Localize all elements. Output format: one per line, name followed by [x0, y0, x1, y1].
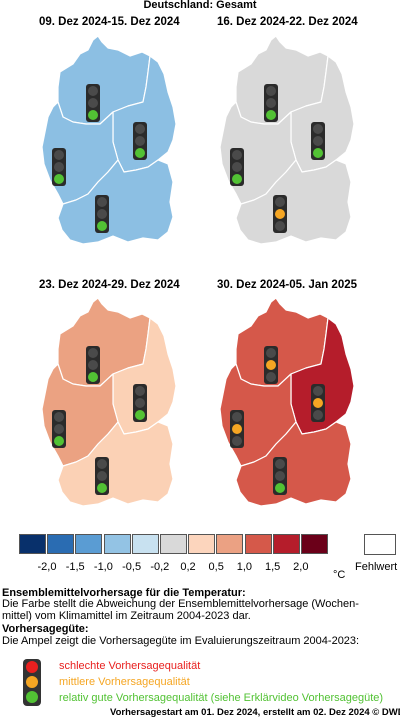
map-panel-4	[219, 297, 355, 507]
legend-tick-label: 1,0	[236, 561, 253, 573]
traffic-light-south-icon	[95, 195, 109, 233]
quality-medium-label: mittlere Vorhersagequalität	[59, 676, 190, 688]
traffic-light-west-icon	[52, 148, 66, 186]
legend-color-box	[216, 534, 244, 554]
ensemble-line-1: Die Farbe stellt die Abweichung der Ense…	[2, 598, 359, 610]
legend-color-box	[131, 534, 159, 554]
legend-color-box	[19, 534, 46, 554]
traffic-light-west-icon	[52, 410, 66, 448]
missing-value-label: Fehlwert	[355, 561, 398, 573]
traffic-light-south-icon	[273, 457, 287, 495]
traffic-light-east-icon	[311, 384, 325, 422]
traffic-light-east-icon	[133, 122, 147, 160]
traffic-light-west-icon	[230, 410, 244, 448]
traffic-light-south-icon	[95, 457, 109, 495]
legend-tick-label: 1,5	[264, 561, 281, 573]
page-title: Deutschland: Gesamt	[143, 0, 257, 11]
quality-good-label: relativ gute Vorhersagequalität (siehe E…	[59, 692, 384, 704]
region-south	[57, 159, 174, 245]
map-panel-3	[41, 297, 177, 507]
map-panel-1	[41, 35, 177, 245]
legend-tick-label: -0,5	[122, 561, 142, 573]
legend-tick-label: -1,5	[65, 561, 85, 573]
traffic-light-north-icon	[86, 84, 100, 122]
legend-tick-label: -1,0	[93, 561, 113, 573]
panel-title-1: 09. Dez 2024-15. Dez 2024	[39, 16, 180, 28]
region-south	[57, 421, 174, 507]
quality-bad-label: schlechte Vorhersagequalität	[59, 660, 201, 672]
ensemble-heading: Ensemblemittelvorhersage für die Tempera…	[2, 587, 246, 599]
legend-color-box	[47, 534, 75, 554]
region-south	[235, 159, 352, 245]
orange-light-icon	[26, 676, 38, 688]
quality-heading: Vorhersagegüte:	[2, 623, 89, 635]
legend-tick-label: -2,0	[37, 561, 57, 573]
traffic-light-legend-icon	[23, 659, 41, 706]
legend-color-box	[75, 534, 103, 554]
missing-value-box	[364, 534, 396, 555]
green-light-icon	[26, 691, 38, 703]
traffic-light-east-icon	[133, 384, 147, 422]
footer-note: Vorhersagestart am 01. Dez 2024, erstell…	[110, 707, 400, 718]
panel-title-2: 16. Dez 2024-22. Dez 2024	[217, 16, 358, 28]
region-south	[235, 421, 352, 507]
legend-color-box	[244, 534, 272, 554]
legend-tick-label: 0,2	[180, 561, 196, 573]
legend-color-box	[160, 534, 187, 554]
legend-color-box	[301, 534, 328, 554]
legend-color-box	[188, 534, 216, 554]
quality-intro: Die Ampel zeigt die Vorhersagegüte im Ev…	[2, 635, 360, 647]
legend-tick-label: -0,2	[150, 561, 170, 573]
legend-color-box	[272, 534, 300, 554]
traffic-light-north-icon	[264, 346, 278, 384]
legend-tick-label: 2,0	[293, 561, 309, 573]
traffic-light-west-icon	[230, 148, 244, 186]
legend-color-box	[103, 534, 131, 554]
red-light-icon	[26, 661, 38, 673]
map-panel-2	[219, 35, 355, 245]
traffic-light-north-icon	[264, 84, 278, 122]
traffic-light-south-icon	[273, 195, 287, 233]
panel-title-3: 23. Dez 2024-29. Dez 2024	[39, 279, 180, 291]
traffic-light-north-icon	[86, 346, 100, 384]
legend-unit: °C	[333, 569, 346, 581]
legend-tick-label: 0,5	[208, 561, 224, 573]
panel-title-4: 30. Dez 2024-05. Jan 2025	[217, 279, 358, 291]
traffic-light-east-icon	[311, 122, 325, 160]
ensemble-line-2: mittel) vom Klimamittel im Zeitraum 2004…	[2, 610, 251, 622]
